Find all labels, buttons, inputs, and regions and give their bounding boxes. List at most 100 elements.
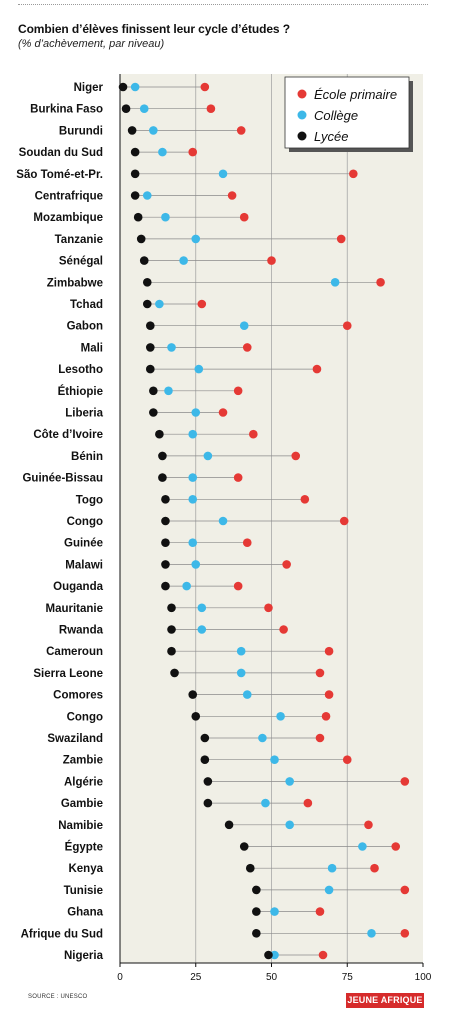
country-label: Comores bbox=[53, 690, 103, 702]
primaire-dot bbox=[291, 451, 301, 461]
lycee-dot bbox=[142, 278, 152, 287]
legend-marker bbox=[297, 89, 307, 99]
country-label: São Tomé-et-Pr. bbox=[16, 169, 103, 181]
country-label: Tunisie bbox=[64, 885, 103, 897]
country-label: Rwanda bbox=[59, 625, 104, 637]
college-dot bbox=[236, 646, 246, 656]
primaire-dot bbox=[336, 234, 346, 244]
college-dot bbox=[218, 169, 228, 179]
college-dot bbox=[358, 842, 367, 851]
lycee-dot bbox=[146, 321, 155, 331]
college-dot bbox=[203, 451, 213, 461]
primaire-dot bbox=[318, 950, 328, 960]
lycee-dot bbox=[191, 712, 201, 721]
primaire-dot bbox=[267, 256, 276, 265]
country-label: Niger bbox=[74, 82, 104, 94]
lycee-dot bbox=[200, 755, 210, 764]
x-tick-label: 0 bbox=[117, 972, 123, 983]
college-dot bbox=[197, 625, 207, 634]
college-dot bbox=[218, 516, 228, 526]
lycee-dot bbox=[252, 885, 261, 895]
primaire-dot bbox=[242, 538, 252, 547]
chart-subtitle: (% d’achèvement, par niveau) bbox=[18, 38, 165, 50]
country-label: Gambie bbox=[61, 798, 103, 810]
lycee-dot bbox=[142, 299, 152, 309]
primaire-dot bbox=[400, 885, 410, 895]
lycee-dot bbox=[161, 538, 170, 547]
primaire-dot bbox=[200, 82, 210, 92]
legend-label: Lycée bbox=[314, 129, 348, 144]
lycee-dot bbox=[252, 907, 261, 916]
primaire-dot bbox=[227, 191, 237, 200]
x-tick-label: 25 bbox=[190, 972, 202, 983]
primaire-dot bbox=[279, 625, 288, 634]
lycee-dot bbox=[130, 191, 140, 200]
primaire-dot bbox=[391, 842, 401, 851]
college-dot bbox=[270, 755, 279, 764]
lycee-dot bbox=[146, 343, 155, 352]
primaire-dot bbox=[376, 278, 385, 287]
legend: École primaire Collège Lycée bbox=[284, 76, 413, 152]
lycee-dot bbox=[161, 581, 170, 591]
lycee-dot bbox=[224, 820, 234, 830]
lycee-dot bbox=[149, 408, 158, 417]
college-dot bbox=[158, 147, 167, 157]
lycee-dot bbox=[170, 668, 179, 678]
country-label: Ghana bbox=[67, 907, 103, 919]
college-dot bbox=[179, 256, 188, 265]
country-label: Sénégal bbox=[59, 256, 103, 268]
primaire-dot bbox=[370, 863, 379, 873]
country-label: Égypte bbox=[65, 841, 103, 854]
primaire-dot bbox=[400, 929, 410, 938]
x-tick-label: 50 bbox=[266, 972, 278, 983]
college-dot bbox=[191, 560, 201, 569]
country-label: Bénin bbox=[71, 451, 103, 463]
source-note: SOURCE : UNESCO bbox=[28, 994, 88, 1000]
college-dot bbox=[270, 950, 279, 960]
country-label: Zambie bbox=[63, 755, 103, 767]
primaire-dot bbox=[233, 386, 243, 396]
country-label: Côte d’Ivoire bbox=[33, 429, 103, 441]
primaire-dot bbox=[312, 364, 322, 374]
lycee-dot bbox=[121, 104, 131, 113]
country-label: Mozambique bbox=[33, 212, 103, 224]
country-label: Tanzanie bbox=[55, 234, 103, 246]
lycee-dot bbox=[161, 495, 170, 504]
primaire-dot bbox=[218, 408, 228, 417]
lycee-dot bbox=[203, 777, 213, 786]
college-dot bbox=[155, 299, 164, 309]
lycee-dot bbox=[245, 863, 255, 873]
primaire-dot bbox=[239, 212, 249, 222]
x-tick-label: 75 bbox=[342, 972, 354, 983]
college-dot bbox=[330, 278, 340, 287]
lycee-dot bbox=[239, 842, 249, 851]
country-label: Congo bbox=[67, 711, 103, 723]
college-dot bbox=[261, 798, 270, 808]
legend-label: École primaire bbox=[314, 87, 397, 102]
college-dot bbox=[324, 885, 334, 895]
primaire-dot bbox=[400, 777, 410, 786]
lycee-dot bbox=[127, 126, 137, 135]
lycee-dot bbox=[136, 234, 146, 244]
lycee-dot bbox=[264, 950, 273, 960]
college-dot bbox=[164, 386, 173, 396]
lycee-dot bbox=[167, 625, 176, 634]
lycee-dot bbox=[167, 603, 176, 613]
x-tick-label: 100 bbox=[415, 972, 432, 983]
primaire-dot bbox=[364, 820, 373, 830]
college-dot bbox=[239, 321, 249, 331]
lycee-dot bbox=[158, 451, 167, 461]
primaire-dot bbox=[342, 755, 352, 764]
lycee-dot bbox=[252, 929, 261, 938]
country-label: Congo bbox=[67, 516, 103, 528]
country-label: Éthiopie bbox=[58, 385, 103, 398]
lycee-dot bbox=[167, 646, 176, 656]
college-dot bbox=[191, 408, 201, 417]
college-dot bbox=[149, 126, 158, 135]
primaire-dot bbox=[315, 668, 325, 678]
country-label: Ouganda bbox=[53, 581, 103, 593]
country-label: Soudan du Sud bbox=[19, 147, 103, 159]
college-dot bbox=[188, 538, 198, 547]
primaire-dot bbox=[342, 321, 352, 331]
primaire-dot bbox=[339, 516, 349, 526]
